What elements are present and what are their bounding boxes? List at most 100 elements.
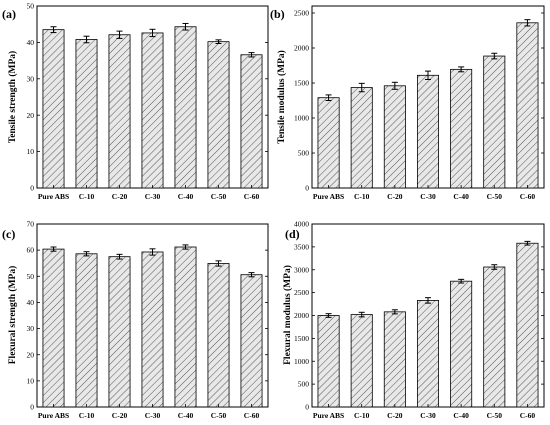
- y-tick-label: 0: [305, 184, 309, 193]
- bar: [108, 256, 131, 408]
- error-bar: [83, 251, 90, 257]
- bar: [207, 41, 230, 189]
- y-axis-title: Flexural strength (MPa): [7, 266, 18, 365]
- y-tick-label: 30: [27, 324, 35, 333]
- panel-label: (b): [270, 7, 285, 21]
- panel-a: 0 10 20 30 40 50 Pure ABS C-10 C-20 C-30 C-40 C-50…: [2, 2, 269, 201]
- error-bar: [182, 22, 189, 31]
- panel-c: 0 10 20 30 40 50 60 70 Pure ABS C-10 C-20 C-30 C-40…: [2, 220, 269, 420]
- x-tick-label: Pure ABS: [313, 411, 344, 420]
- y-tick-label: 50: [27, 272, 35, 281]
- error-bar: [391, 309, 398, 315]
- y-tick-label: 30: [27, 74, 35, 83]
- bar: [416, 74, 440, 189]
- x-tick-label: C-10: [354, 411, 370, 420]
- x-tick-label: Pure ABS: [38, 192, 69, 201]
- y-tick-label: 20: [27, 111, 35, 120]
- bar: [141, 251, 164, 408]
- error-bar: [248, 272, 255, 278]
- y-tick-label: 2500: [294, 9, 309, 18]
- x-tick-label: Pure ABS: [38, 411, 69, 420]
- error-bar: [425, 297, 431, 304]
- bar: [483, 266, 506, 408]
- y-tick-label: 40: [27, 298, 35, 307]
- error-bar: [358, 311, 365, 318]
- bar: [416, 300, 440, 408]
- x-tick-label: C-60: [520, 411, 536, 420]
- error-bar: [325, 94, 332, 101]
- bar: [350, 87, 373, 189]
- error-bar: [524, 19, 531, 27]
- bar: [174, 26, 197, 189]
- error-bar: [325, 313, 332, 318]
- bar: [42, 248, 65, 408]
- x-tick-label: C-40: [453, 192, 469, 201]
- bar: [207, 263, 230, 408]
- x-tick-label: C-40: [178, 192, 194, 201]
- panel-b: 0 500 1000 1500 2000 2500 Pure ABS C-10 C-20 C-3…: [270, 5, 545, 201]
- y-tick-label: 3500: [294, 242, 309, 251]
- bar: [141, 32, 164, 189]
- error-bar: [458, 66, 465, 73]
- bar: [174, 246, 197, 408]
- y-tick-label: 2000: [294, 44, 309, 53]
- panel-label: (d): [285, 227, 300, 241]
- x-tick-label: C-10: [79, 411, 95, 420]
- x-tick-label: C-60: [244, 192, 260, 201]
- bar: [240, 54, 263, 189]
- y-tick-label: 0: [305, 403, 309, 412]
- bar: [383, 85, 406, 189]
- y-tick-label: 40: [27, 38, 35, 47]
- x-tick-label: C-50: [487, 192, 503, 201]
- x-tick-label: C-40: [453, 411, 469, 420]
- error-bar: [83, 35, 90, 44]
- error-bar: [524, 240, 531, 246]
- y-tick-label: 10: [27, 376, 35, 385]
- error-bar: [182, 244, 189, 250]
- y-tick-label: 500: [298, 380, 310, 389]
- error-bar: [116, 30, 123, 39]
- y-tick-label: 50: [27, 2, 35, 11]
- y-tick-label: 20: [27, 350, 35, 359]
- error-bar: [50, 246, 57, 252]
- bar: [383, 311, 406, 408]
- error-bar: [358, 82, 365, 93]
- y-tick-label: 500: [298, 149, 310, 158]
- x-tick-label: Pure ABS: [313, 192, 344, 201]
- x-tick-label: C-10: [79, 192, 95, 201]
- x-tick-label: C-50: [211, 411, 227, 420]
- x-tick-label: C-60: [520, 192, 536, 201]
- error-bar: [50, 26, 57, 34]
- bar: [516, 22, 539, 189]
- error-bar: [491, 52, 498, 60]
- x-tick-label: C-20: [387, 192, 403, 201]
- x-tick-label: C-30: [145, 192, 161, 201]
- y-tick-label: 70: [27, 220, 35, 229]
- error-bar: [491, 264, 498, 270]
- x-tick-label: C-20: [112, 411, 128, 420]
- panel-d: 0 500 1000 1500 2000 2500 3000 3500 4000 Pure AB…: [282, 220, 545, 420]
- bar: [317, 315, 340, 408]
- panel-label: (a): [2, 7, 16, 21]
- bar: [75, 39, 98, 189]
- x-tick-label: C-20: [112, 192, 128, 201]
- bar: [42, 29, 65, 189]
- bar: [450, 280, 473, 408]
- y-axis-title: Tensile modulus (MPa): [276, 50, 287, 144]
- bar: [350, 314, 373, 408]
- panel-label: (c): [2, 227, 15, 241]
- y-tick-label: 0: [30, 184, 34, 193]
- x-tick-label: C-60: [244, 411, 260, 420]
- x-tick-label: C-40: [178, 411, 194, 420]
- error-bar: [425, 70, 431, 80]
- x-tick-label: C-30: [145, 411, 161, 420]
- y-tick-label: 1500: [294, 79, 309, 88]
- bar: [516, 242, 539, 408]
- y-tick-label: 2500: [294, 288, 309, 297]
- error-bar: [149, 248, 156, 256]
- error-bar: [248, 52, 255, 58]
- y-tick-label: 1000: [294, 357, 309, 366]
- y-axis-title: Tensile strength (MPa): [7, 51, 18, 143]
- x-tick-label: C-50: [211, 192, 227, 201]
